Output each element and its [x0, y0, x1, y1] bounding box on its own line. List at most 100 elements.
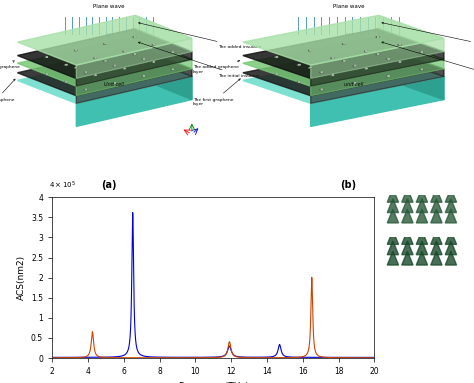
Polygon shape [93, 58, 97, 59]
Polygon shape [379, 46, 444, 77]
Polygon shape [135, 15, 192, 52]
Polygon shape [416, 199, 428, 213]
Polygon shape [243, 36, 444, 86]
Polygon shape [123, 51, 126, 52]
Text: The added insulator: The added insulator [382, 22, 474, 49]
Polygon shape [379, 54, 444, 100]
Text: The added insulator: The added insulator [138, 22, 262, 49]
Text: $4\times10^5$: $4\times10^5$ [49, 180, 76, 191]
Text: The initial insulator: The initial insulator [138, 42, 260, 78]
Polygon shape [330, 58, 334, 59]
Polygon shape [402, 209, 413, 223]
Polygon shape [18, 36, 192, 86]
Polygon shape [74, 67, 77, 68]
Polygon shape [387, 209, 399, 223]
X-axis label: Frequency(THz): Frequency(THz) [178, 382, 249, 383]
Text: Unit cell: Unit cell [104, 82, 124, 87]
Polygon shape [142, 76, 145, 77]
Polygon shape [243, 29, 444, 79]
Polygon shape [311, 59, 444, 96]
Polygon shape [76, 59, 192, 96]
Text: The first graphene
layer: The first graphene layer [192, 79, 240, 106]
Polygon shape [45, 74, 48, 75]
Text: The added graphene
layer: The added graphene layer [192, 61, 240, 74]
Polygon shape [387, 188, 399, 202]
Polygon shape [379, 29, 444, 59]
Polygon shape [376, 54, 380, 55]
Polygon shape [445, 231, 456, 244]
Polygon shape [311, 52, 444, 86]
Polygon shape [76, 77, 192, 126]
Text: unit cell: unit cell [344, 82, 364, 87]
Text: Plane wave: Plane wave [333, 4, 364, 9]
Polygon shape [18, 54, 192, 103]
Polygon shape [135, 46, 192, 77]
Polygon shape [364, 51, 368, 52]
Polygon shape [311, 69, 444, 103]
Polygon shape [133, 37, 136, 38]
Y-axis label: ACS(nm2): ACS(nm2) [17, 255, 26, 300]
Polygon shape [431, 199, 442, 213]
Polygon shape [431, 188, 442, 202]
Polygon shape [18, 46, 192, 96]
Polygon shape [445, 209, 456, 223]
Polygon shape [398, 44, 401, 45]
Polygon shape [308, 67, 312, 68]
Polygon shape [76, 69, 192, 103]
Polygon shape [152, 44, 155, 45]
Polygon shape [387, 199, 399, 213]
Polygon shape [445, 188, 456, 202]
Polygon shape [416, 251, 428, 265]
Polygon shape [135, 29, 192, 59]
Polygon shape [133, 54, 136, 55]
Polygon shape [353, 65, 356, 66]
Polygon shape [311, 38, 444, 79]
Polygon shape [402, 188, 413, 202]
Polygon shape [74, 50, 77, 51]
Polygon shape [243, 15, 444, 65]
Polygon shape [402, 241, 413, 255]
Polygon shape [416, 241, 428, 255]
Text: The initial insulator: The initial insulator [382, 42, 474, 78]
Polygon shape [135, 36, 192, 69]
Polygon shape [18, 29, 192, 79]
Polygon shape [379, 36, 444, 69]
Text: (b): (b) [340, 180, 356, 190]
Polygon shape [445, 199, 456, 213]
Polygon shape [416, 209, 428, 223]
Polygon shape [431, 241, 442, 255]
Polygon shape [76, 52, 192, 86]
Polygon shape [416, 231, 428, 244]
Polygon shape [18, 15, 192, 65]
Polygon shape [445, 241, 456, 255]
Polygon shape [171, 52, 174, 53]
Polygon shape [376, 37, 380, 38]
Polygon shape [387, 241, 399, 255]
Polygon shape [387, 231, 399, 244]
Polygon shape [419, 69, 423, 70]
Polygon shape [431, 231, 442, 244]
Polygon shape [319, 72, 323, 73]
Polygon shape [171, 69, 174, 70]
Text: Plane wave: Plane wave [93, 4, 125, 9]
Polygon shape [93, 75, 97, 76]
Polygon shape [274, 74, 278, 75]
Polygon shape [416, 188, 428, 202]
Polygon shape [379, 15, 444, 52]
Polygon shape [311, 77, 444, 126]
Polygon shape [402, 231, 413, 244]
Polygon shape [113, 65, 116, 66]
Polygon shape [76, 38, 192, 79]
Polygon shape [84, 72, 87, 73]
Polygon shape [431, 209, 442, 223]
Polygon shape [243, 46, 444, 96]
Text: The added graphene
layer: The added graphene layer [0, 61, 20, 74]
Polygon shape [445, 251, 456, 265]
Text: The first graphene
layer: The first graphene layer [0, 79, 15, 106]
Polygon shape [402, 251, 413, 265]
Polygon shape [135, 54, 192, 100]
Polygon shape [308, 50, 312, 51]
Polygon shape [431, 251, 442, 265]
Polygon shape [330, 75, 334, 76]
Text: (a): (a) [101, 180, 117, 190]
